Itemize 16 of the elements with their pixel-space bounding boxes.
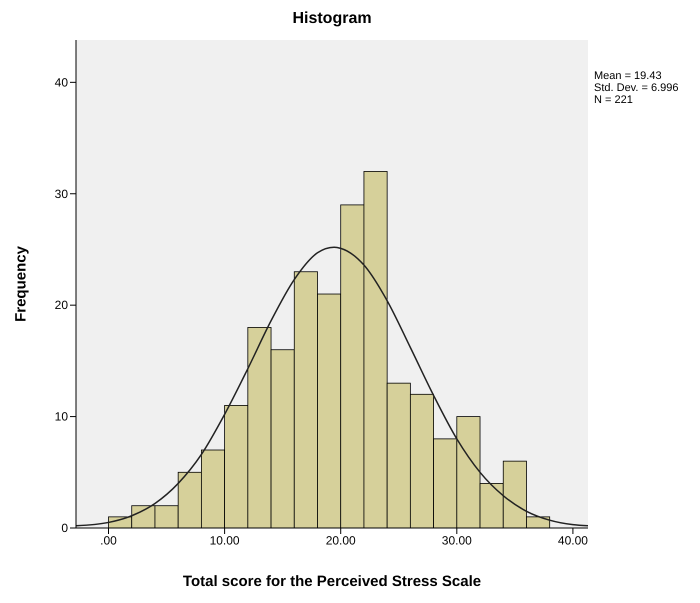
x-tick-label: 10.00 [210, 534, 240, 548]
x-tick-label: 30.00 [442, 534, 472, 548]
y-tick-label: 10 [54, 410, 68, 424]
x-tick-label: 20.00 [326, 534, 356, 548]
y-tick-label: 0 [61, 521, 68, 535]
y-tick-label: 30 [54, 186, 68, 201]
text: N = 221 [594, 94, 634, 106]
chart-title: Histogram [291, 10, 373, 28]
y-tick-label: 20 [54, 298, 68, 312]
y-tick-label: 40 [54, 75, 68, 90]
text: Mean = 19.43 [594, 70, 663, 82]
x-tick-label: 40.00 [558, 534, 588, 548]
text: Std. Dev. = 6.996 [594, 82, 678, 94]
y-axis-title: Frequency [12, 245, 30, 322]
x-tick-label: .00 [100, 534, 118, 548]
x-axis-title: Total score for the Perceived Stress Scale [182, 573, 482, 590]
